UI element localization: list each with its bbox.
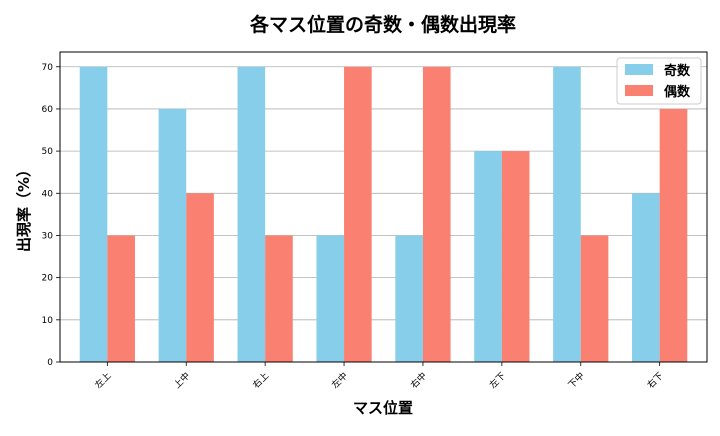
bar-even-6 [580, 235, 609, 362]
y-tick-label: 30 [42, 231, 54, 241]
bar-even-4 [422, 66, 451, 362]
legend-label-odd: 奇数 [664, 63, 691, 79]
bar-odd-5 [474, 151, 502, 362]
y-axis-label: 出現率（%） [15, 162, 33, 252]
bar-odd-2 [237, 66, 266, 362]
y-tick-label: 20 [42, 274, 54, 284]
bar-odd-7 [632, 193, 660, 362]
x-axis-label: マス位置 [353, 399, 413, 417]
legend-swatch-even [625, 85, 653, 96]
bar-even-5 [501, 151, 530, 362]
bar-odd-6 [553, 66, 581, 362]
plot-area-frame [59, 51, 708, 363]
bars [79, 66, 688, 362]
bar-odd-0 [79, 66, 108, 362]
legend-label-even: 偶数 [664, 84, 691, 100]
bar-odd-3 [316, 235, 345, 362]
y-axis-ticks: 0 10 20 30 40 50 60 70 [42, 63, 60, 368]
bar-even-3 [344, 66, 372, 362]
bar-even-0 [107, 235, 135, 362]
y-tick-label: 60 [42, 105, 54, 115]
y-tick-label: 50 [42, 147, 54, 157]
legend: 奇数 偶数 [616, 57, 702, 105]
bar-even-1 [186, 193, 214, 362]
bar-odd-1 [158, 108, 187, 362]
bar-odd-4 [395, 235, 423, 362]
y-tick-label: 0 [47, 358, 53, 368]
y-tick-label: 70 [42, 63, 54, 73]
bar-even-7 [659, 108, 688, 362]
y-tick-label: 40 [42, 189, 54, 199]
legend-swatch-odd [625, 64, 653, 75]
chart-title: 各マス位置の奇数・偶数出現率 [249, 13, 516, 36]
y-tick-label: 10 [42, 316, 54, 326]
bar-even-2 [265, 235, 293, 362]
